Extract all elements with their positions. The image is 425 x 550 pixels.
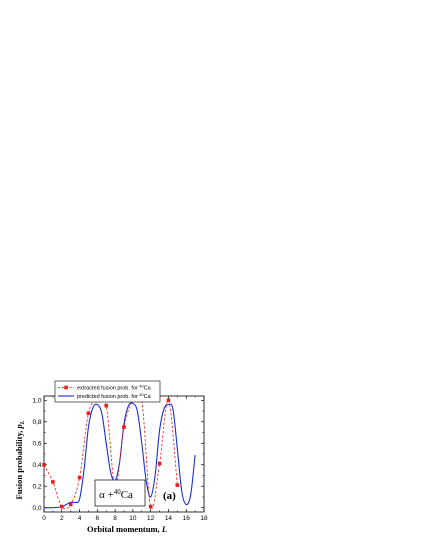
x-tick-label: 2 — [60, 515, 64, 522]
x-axis-title: Orbital momentum, L — [87, 524, 167, 534]
x-tick-label: 16 — [183, 515, 191, 522]
extracted-data-point — [157, 461, 162, 466]
extracted-data-point — [86, 411, 91, 415]
extracted-data-point — [104, 403, 109, 408]
plot-axes: 0 2 4 6 8 10 12 14 16 18 0,0 0,2 0,4 0,6 0,8 1,0 — [32, 395, 208, 522]
reaction-text: α +40Ca — [99, 488, 133, 501]
extracted-data-point — [166, 398, 171, 403]
legend-extracted-marker — [64, 385, 68, 390]
x-tick-label: 18 — [200, 515, 208, 522]
legend-predicted-label: predicted fusion prob. for 40Ca — [77, 393, 152, 400]
panel-label: (a) — [163, 490, 176, 502]
y-tick-label: 0,2 — [32, 484, 41, 491]
extracted-data-point — [42, 462, 46, 467]
x-tick-label: 10 — [129, 515, 137, 522]
predicted-series-line — [43, 402, 196, 509]
extracted-data-point — [51, 480, 55, 484]
y-tick-label: 0,6 — [32, 441, 41, 448]
extracted-data-point — [122, 425, 126, 429]
y-axis-title: Fusion probability, pL — [14, 420, 26, 499]
legend: extracted fusion prob. for 40Capredicted… — [54, 380, 161, 403]
x-tick-label: 0 — [42, 515, 46, 522]
extracted-data-point — [175, 483, 180, 487]
x-tick-label: 8 — [113, 515, 117, 522]
x-tick-label: 14 — [165, 515, 173, 522]
x-tick-label: 4 — [78, 515, 82, 522]
legend-box — [54, 380, 161, 403]
x-tick-label: 6 — [96, 515, 100, 522]
extracted-data-point — [68, 502, 73, 507]
x-tick-label: 12 — [147, 515, 155, 522]
extracted-data-point — [59, 504, 64, 509]
extracted-data-point — [77, 475, 82, 480]
legend-extracted-label: extracted fusion prob. for 40Ca — [77, 385, 152, 392]
y-tick-label: 0,4 — [32, 462, 41, 469]
reaction-annotation: α +40Ca (a) — [94, 479, 176, 507]
y-tick-label: 0,0 — [32, 505, 41, 512]
y-tick-label: 0,8 — [32, 419, 41, 426]
extracted-data-point — [148, 504, 153, 509]
y-tick-label: 1,0 — [32, 398, 41, 405]
reaction-box — [94, 479, 146, 507]
